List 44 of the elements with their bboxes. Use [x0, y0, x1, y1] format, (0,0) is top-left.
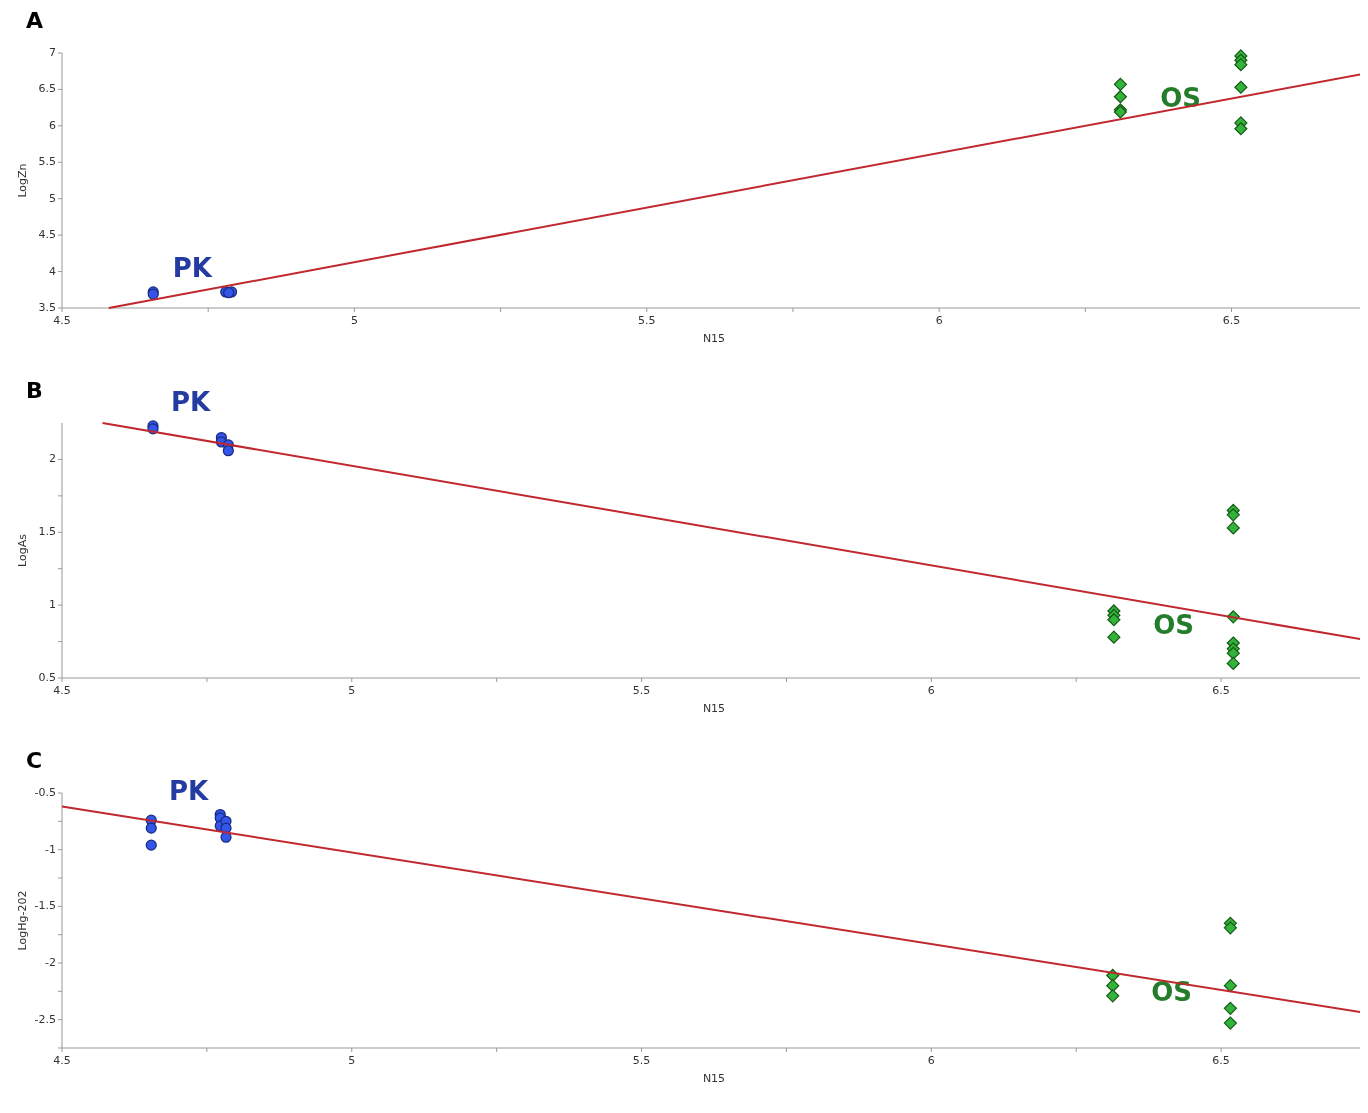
chart-title: B [26, 378, 43, 403]
y-tick-label: -1 [45, 842, 56, 856]
y-tick-label: 5 [49, 191, 56, 205]
y-tick-label: -0.5 [34, 786, 56, 799]
y-tick-label: 2 [49, 452, 56, 466]
x-tick-label: 6.5 [1212, 1054, 1230, 1067]
x-tick-label: 5 [348, 1054, 356, 1067]
series-label: PK [169, 776, 210, 807]
x-tick-label: 6.5 [1222, 314, 1241, 327]
y-tick-label: 0.5 [38, 671, 56, 684]
y-tick-label: -1.5 [34, 899, 56, 913]
y-tick-label: 4 [49, 264, 56, 278]
y-axis-title: LogHg-202 [16, 890, 29, 951]
y-tick-label: 3.5 [38, 301, 56, 314]
x-tick-label: 6 [935, 314, 943, 327]
y-tick-label: 1.5 [38, 525, 56, 539]
x-tick-label: 6 [927, 684, 935, 697]
y-tick-label: -2 [45, 956, 56, 969]
y-tick-label: 4.5 [38, 228, 56, 242]
series-label: OS [1153, 609, 1194, 640]
y-axis-title: LogZn [16, 163, 29, 198]
chart-title: C [26, 748, 43, 773]
y-tick-label: -2.5 [34, 1012, 56, 1026]
y-tick-label: 1 [49, 598, 56, 612]
chart-title: A [26, 8, 44, 33]
x-tick-label: 6.5 [1212, 684, 1230, 697]
y-tick-label: 5.5 [38, 155, 56, 169]
series-label: PK [171, 387, 212, 418]
x-axis-title: N15 [702, 702, 726, 715]
x-tick-label: 6 [927, 1054, 935, 1067]
series-label: OS [1160, 83, 1202, 114]
x-tick-label: 5.5 [632, 1054, 651, 1067]
x-axis-title: N15 [702, 332, 726, 345]
series-label: PK [172, 253, 213, 284]
x-tick-label: 5.5 [638, 314, 656, 327]
x-tick-label: 5 [348, 684, 356, 697]
y-tick-label: 6.5 [38, 82, 56, 96]
x-axis-title: N15 [702, 1072, 726, 1085]
y-tick-label: 6 [49, 118, 56, 132]
x-tick-label: 5.5 [632, 684, 651, 697]
y-axis-title: LogAs [16, 533, 29, 567]
y-tick-label: 7 [49, 46, 56, 59]
series-label: OS [1151, 977, 1192, 1008]
x-tick-label: 5 [350, 314, 358, 327]
